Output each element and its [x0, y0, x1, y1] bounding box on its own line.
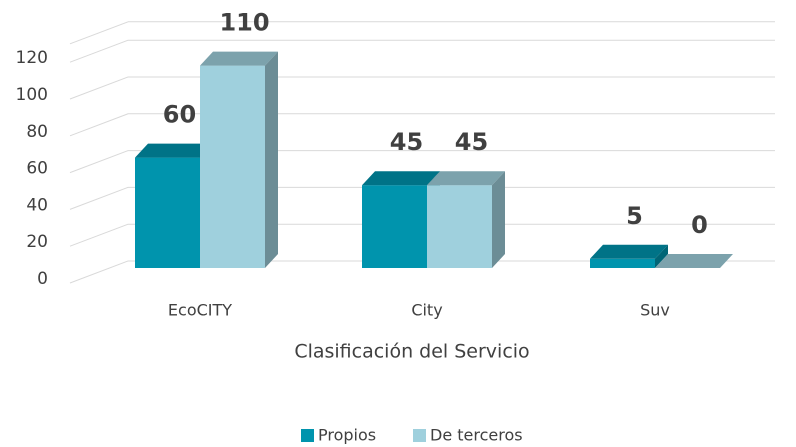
legend-swatch	[301, 429, 314, 442]
x-axis-title: Clasificación del Servicio	[294, 341, 529, 363]
grid-line	[69, 150, 775, 174]
bar-front	[200, 65, 265, 268]
data-label: 0	[691, 211, 708, 239]
y-tick-label: 80	[26, 122, 48, 142]
data-label: 45	[390, 128, 423, 156]
y-tick-label: 120	[16, 48, 48, 68]
x-tick-label: EcoCITY	[168, 301, 232, 320]
data-label: 5	[626, 202, 643, 230]
bar-side	[492, 171, 505, 268]
bar-front	[427, 185, 492, 268]
data-label: 45	[455, 128, 488, 156]
x-tick-label: City	[411, 301, 442, 320]
bar-side	[265, 51, 278, 268]
grid-line	[69, 39, 775, 63]
data-label: 60	[163, 101, 196, 129]
bar-top	[427, 171, 505, 186]
x-tick-label: Suv	[640, 301, 670, 320]
bar-side	[655, 244, 668, 268]
grid-line	[69, 113, 775, 137]
grid-line	[69, 76, 775, 100]
bar-front	[362, 185, 427, 268]
bar-top	[655, 254, 733, 268]
bar-top	[200, 51, 278, 66]
y-tick-label: 20	[26, 232, 48, 252]
bar-top	[362, 171, 440, 186]
y-tick-label: 40	[26, 195, 48, 215]
y-tick-label: 100	[16, 85, 48, 105]
bar-top	[135, 143, 213, 158]
wall-edge	[69, 21, 129, 45]
legend-label: De terceros	[430, 426, 523, 445]
grid-line	[69, 223, 775, 247]
bar-front	[135, 157, 200, 268]
legend-label: Propios	[318, 426, 376, 445]
bar-front	[590, 258, 655, 268]
bar-top	[590, 244, 668, 259]
legend-swatch	[413, 429, 426, 442]
y-tick-label: 60	[26, 159, 48, 179]
y-tick-label: 0	[37, 269, 48, 289]
data-label: 110	[219, 9, 269, 37]
grid-line	[69, 186, 775, 210]
grid-line	[69, 260, 775, 284]
